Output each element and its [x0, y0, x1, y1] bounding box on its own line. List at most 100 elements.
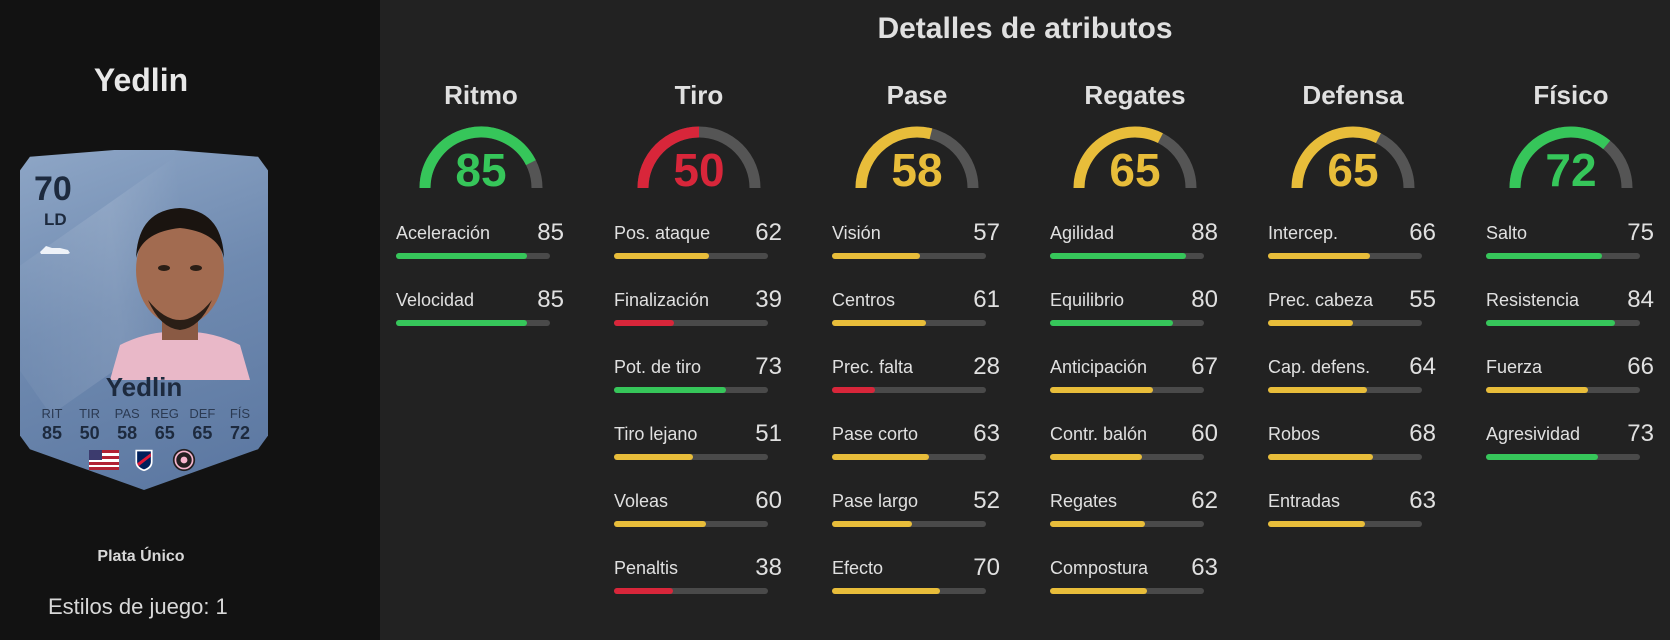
category-title: Defensa — [1302, 80, 1404, 110]
category-title: Regates — [1084, 80, 1186, 110]
stat-value: 80 — [1191, 286, 1218, 313]
card-player-name: Yedlin — [105, 372, 183, 402]
stat-bar-fill — [1486, 320, 1616, 326]
stat-bar — [1268, 253, 1422, 259]
category-gauge: 65 — [1288, 123, 1418, 196]
stat-bar-fill — [1268, 320, 1353, 326]
stat-row[interactable]: Compostura 63 — [1046, 546, 1224, 613]
stat-row[interactable]: Entradas 63 — [1264, 479, 1442, 546]
stat-value: 63 — [1191, 554, 1218, 581]
stat-bar-fill — [1486, 454, 1599, 460]
stat-name: Aceleración — [396, 223, 491, 243]
attribute-column-físico: Físico 72 Salto 75 Resistencia 84 Fuerza 66 Agre… — [1482, 80, 1660, 479]
stat-name: Fuerza — [1486, 357, 1543, 377]
stat-bar-fill — [1050, 588, 1148, 594]
stat-bar-fill — [1050, 320, 1174, 326]
stat-bar-fill — [396, 253, 527, 259]
category-value: 72 — [1545, 144, 1597, 196]
gauge-arc — [855, 126, 979, 189]
card-stat-label: DEF — [189, 406, 216, 421]
card-stat-value: 85 — [41, 423, 63, 443]
stat-row[interactable]: Contr. balón 60 — [1046, 412, 1224, 479]
stat-row[interactable]: Pos. ataque 62 — [610, 211, 788, 278]
stat-name: Tiro lejano — [614, 424, 698, 444]
stat-row[interactable]: Finalización 39 — [610, 278, 788, 345]
attribute-column-pase: Pase 58 Visión 57 Centros 61 Prec. falta 28 Pase… — [828, 80, 1006, 613]
stat-row[interactable]: Pot. de tiro 73 — [610, 345, 788, 412]
stat-bar — [1486, 387, 1640, 393]
stat-row[interactable]: Prec. cabeza 55 — [1264, 278, 1442, 345]
stat-row[interactable]: Resistencia 84 — [1482, 278, 1660, 345]
stat-row[interactable]: Prec. falta 28 — [828, 345, 1006, 412]
stat-value: 39 — [755, 286, 782, 313]
card-stat: REG 65 — [149, 406, 181, 444]
stat-bar-fill — [1050, 454, 1143, 460]
card-stat-label: REG — [150, 406, 179, 421]
stat-value: 55 — [1409, 286, 1436, 313]
stat-value: 63 — [973, 420, 1000, 447]
stat-bar — [614, 588, 768, 594]
stat-row[interactable]: Agilidad 88 — [1046, 211, 1224, 278]
stat-bar-fill — [1050, 521, 1146, 527]
gauge-fill — [637, 126, 700, 189]
stat-name: Pase largo — [832, 491, 919, 511]
stat-value: 51 — [755, 420, 782, 447]
stat-bar-fill — [614, 387, 727, 393]
stat-row[interactable]: Robos 68 — [1264, 412, 1442, 479]
stat-row[interactable]: Agresividad 73 — [1482, 412, 1660, 479]
stat-bar — [832, 320, 986, 326]
stat-bar-fill — [614, 253, 710, 259]
stat-name: Efecto — [832, 558, 884, 578]
stat-row[interactable]: Pase largo 52 — [828, 479, 1006, 546]
gauge-arc — [1073, 126, 1197, 189]
stat-row[interactable]: Intercep. 66 — [1264, 211, 1442, 278]
stat-bar-fill — [1050, 387, 1154, 393]
card-stat-value: 72 — [229, 423, 250, 443]
stat-row[interactable]: Efecto 70 — [828, 546, 1006, 613]
stat-row[interactable]: Cap. defens. 64 — [1264, 345, 1442, 412]
category-gauge: 72 — [1506, 123, 1636, 196]
stat-row[interactable]: Velocidad 85 — [392, 278, 570, 345]
attribute-column-regates: Regates 65 Agilidad 88 Equilibrio 80 Anticipac… — [1046, 80, 1224, 613]
stat-name: Compostura — [1050, 558, 1149, 578]
stat-bar — [1268, 320, 1422, 326]
gauge-arc — [1291, 126, 1415, 189]
stat-row[interactable]: Penaltis 38 — [610, 546, 788, 613]
stat-row[interactable]: Centros 61 — [828, 278, 1006, 345]
stat-list: Agilidad 88 Equilibrio 80 Anticipación 67 Cont… — [1046, 211, 1224, 613]
stat-name: Agilidad — [1050, 223, 1115, 243]
stat-name: Prec. cabeza — [1268, 290, 1374, 310]
stat-row[interactable]: Voleas 60 — [610, 479, 788, 546]
player-card[interactable]: 70 LD Yedlin RIT 85 TIR 50 PAS — [20, 150, 268, 490]
stat-list: Intercep. 66 Prec. cabeza 55 Cap. defens. 64 R… — [1264, 211, 1442, 546]
stat-row[interactable]: Visión 57 — [828, 211, 1006, 278]
card-stats: RIT 85 TIR 50 PAS 58 REG 65 DEF 65 FÍS 7… — [36, 406, 256, 444]
stat-bar-fill — [1268, 387, 1367, 393]
stat-bar — [1486, 253, 1640, 259]
stat-bar-fill — [832, 588, 940, 594]
stat-bar-fill — [832, 454, 930, 460]
stat-row[interactable]: Regates 62 — [1046, 479, 1224, 546]
stat-bar — [614, 320, 768, 326]
stat-value: 62 — [755, 219, 782, 246]
stat-value: 88 — [1191, 219, 1218, 246]
stat-row[interactable]: Pase corto 63 — [828, 412, 1006, 479]
card-position: LD — [44, 210, 67, 229]
card-stat-label: PAS — [114, 406, 140, 421]
stat-name: Finalización — [614, 290, 710, 310]
stat-row[interactable]: Anticipación 67 — [1046, 345, 1224, 412]
stat-bar-fill — [1268, 521, 1366, 527]
stat-bar-fill — [832, 521, 913, 527]
stat-name: Pot. de tiro — [614, 357, 702, 377]
stat-bar-fill — [614, 588, 673, 594]
card-stat-value: 65 — [154, 423, 175, 443]
playstyles-count[interactable]: Estilos de juego: 1 — [48, 594, 228, 619]
stat-row[interactable]: Tiro lejano 51 — [610, 412, 788, 479]
stat-row[interactable]: Salto 75 — [1482, 211, 1660, 278]
stat-bar — [1050, 320, 1204, 326]
gauge-fill — [419, 126, 536, 189]
stat-bar-fill — [614, 320, 675, 326]
stat-row[interactable]: Aceleración 85 — [392, 211, 570, 278]
stat-row[interactable]: Equilibrio 80 — [1046, 278, 1224, 345]
stat-row[interactable]: Fuerza 66 — [1482, 345, 1660, 412]
